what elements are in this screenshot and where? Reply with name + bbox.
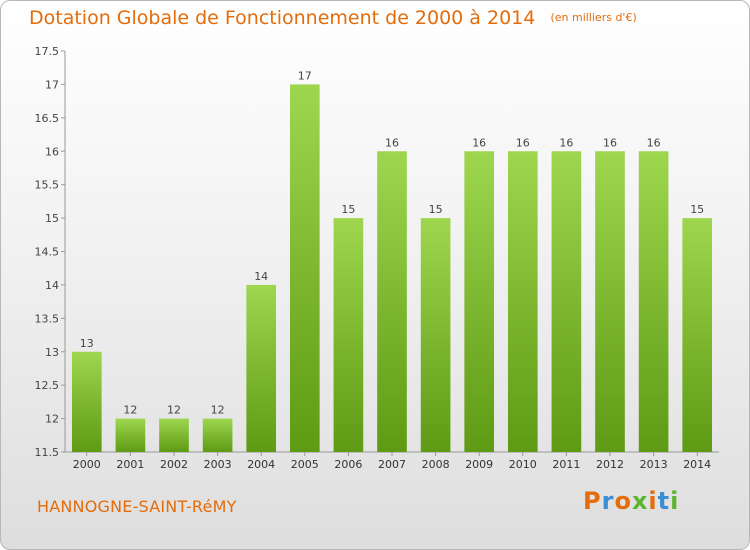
x-tick-label: 2013 <box>640 458 668 471</box>
bar[interactable] <box>202 418 233 452</box>
y-tick-label: 15.5 <box>35 179 60 192</box>
y-tick-label: 16.5 <box>35 112 60 125</box>
y-tick-label: 13 <box>45 346 59 359</box>
data-label: 15 <box>429 203 443 216</box>
x-tick-label: 2007 <box>378 458 406 471</box>
data-label: 16 <box>603 136 617 149</box>
data-label: 16 <box>647 136 661 149</box>
x-tick-label: 2009 <box>465 458 493 471</box>
data-label: 13 <box>80 337 94 350</box>
logo-letter: t <box>657 487 671 515</box>
x-tick-label: 2005 <box>291 458 319 471</box>
x-tick-label: 2012 <box>596 458 624 471</box>
x-tick-label: 2014 <box>683 458 711 471</box>
bar[interactable] <box>377 151 407 452</box>
data-label: 14 <box>254 270 268 283</box>
y-tick-label: 14.5 <box>35 246 60 259</box>
bar[interactable] <box>246 284 277 452</box>
data-label: 15 <box>690 203 704 216</box>
data-label: 12 <box>123 404 137 417</box>
chart-title: Dotation Globale de Fonctionnement de 20… <box>29 7 637 29</box>
x-tick-label: 2001 <box>116 458 144 471</box>
x-tick-label: 2003 <box>204 458 232 471</box>
logo-letter: i <box>648 487 658 515</box>
bar[interactable] <box>159 418 189 452</box>
chart-title-text: Dotation Globale de Fonctionnement de 20… <box>29 7 536 29</box>
y-tick-label: 17.5 <box>35 45 60 58</box>
bar[interactable] <box>420 218 451 452</box>
bar[interactable] <box>507 151 538 452</box>
x-tick-label: 2006 <box>334 458 362 471</box>
x-tick-label: 2002 <box>160 458 188 471</box>
logo-letter: o <box>614 487 632 515</box>
y-tick-label: 16 <box>45 145 59 158</box>
logo-letter: P <box>583 487 602 515</box>
data-label: 12 <box>167 404 181 417</box>
chart-bars: 13 12 12 12 14 17 15 16 15 16 16 16 16 16 15 <box>71 69 713 453</box>
y-tick-label: 14 <box>45 279 59 292</box>
x-tick-label: 2008 <box>422 458 450 471</box>
x-tick-label: 2004 <box>247 458 275 471</box>
data-label: 15 <box>341 203 355 216</box>
y-tick-label: 12.5 <box>35 379 60 392</box>
data-label: 16 <box>385 136 399 149</box>
bar[interactable] <box>115 418 146 452</box>
bar[interactable] <box>71 351 102 452</box>
commune-name: HANNOGNE-SAINT-RéMY <box>37 497 237 516</box>
bar[interactable] <box>464 151 495 452</box>
bar[interactable] <box>638 151 669 452</box>
y-tick-label: 17 <box>45 78 59 91</box>
logo-letter: r <box>601 487 615 515</box>
logo-letter: x <box>631 487 649 515</box>
bar[interactable] <box>289 84 320 453</box>
y-tick-label: 11.5 <box>35 446 60 459</box>
data-label: 17 <box>298 69 312 82</box>
proxiti-logo[interactable]: Proxiti <box>583 487 679 515</box>
data-label: 12 <box>211 404 225 417</box>
y-tick-label: 12 <box>45 413 59 426</box>
logo-letter: i <box>670 487 680 515</box>
x-tick-label: 2000 <box>73 458 101 471</box>
x-tick-label: 2011 <box>552 458 580 471</box>
data-label: 16 <box>472 136 486 149</box>
data-label: 16 <box>516 136 530 149</box>
bar[interactable] <box>682 218 713 452</box>
bar[interactable] <box>595 151 625 452</box>
data-label: 16 <box>559 136 573 149</box>
y-tick-label: 15 <box>45 212 59 225</box>
bar[interactable] <box>551 151 582 452</box>
x-tick-label: 2010 <box>509 458 537 471</box>
chart-unit: (en milliers d'€) <box>550 11 637 24</box>
bar[interactable] <box>333 218 364 452</box>
y-tick-label: 13.5 <box>35 312 60 325</box>
